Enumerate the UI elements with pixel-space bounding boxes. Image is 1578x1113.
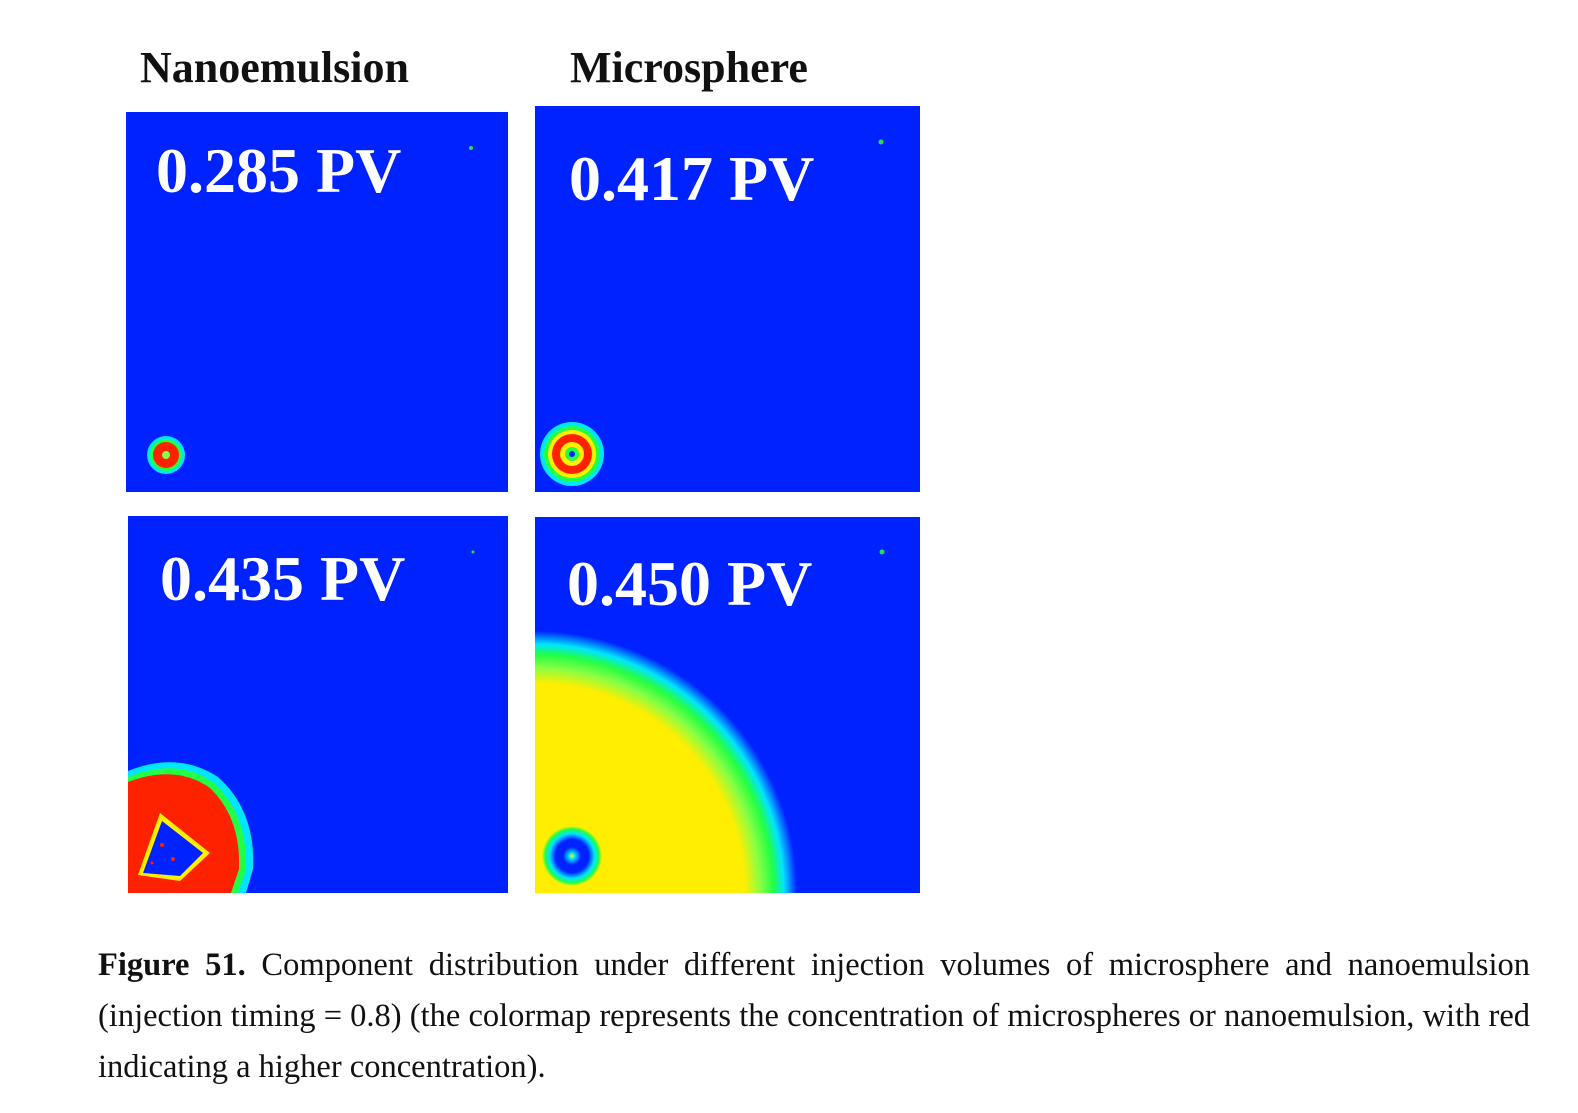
column-title-microsphere: Microsphere [570, 43, 808, 92]
concentration-map [126, 112, 508, 492]
panel-nanoemulsion-0435: 0.435 PV [128, 516, 508, 893]
pv-label: 0.285 PV [156, 135, 402, 206]
figure-label: Figure 51. [98, 947, 246, 983]
concentration-map [535, 517, 920, 893]
concentration-map [535, 106, 920, 492]
panel-microsphere-0417: 0.417 PV [535, 106, 920, 492]
pv-label: 0.450 PV [567, 548, 813, 619]
caption-text: Component distribution under different i… [98, 947, 1530, 1085]
concentration-map [128, 516, 508, 893]
panel-nanoemulsion-0285: 0.285 PV [126, 112, 508, 492]
pv-label: 0.417 PV [569, 143, 815, 214]
column-title-nanoemulsion: Nanoemulsion [140, 43, 409, 92]
figure-caption: Figure 51. Component distribution under … [98, 940, 1530, 1093]
pv-label: 0.435 PV [160, 543, 406, 614]
panel-microsphere-0450: 0.450 PV [535, 517, 920, 893]
